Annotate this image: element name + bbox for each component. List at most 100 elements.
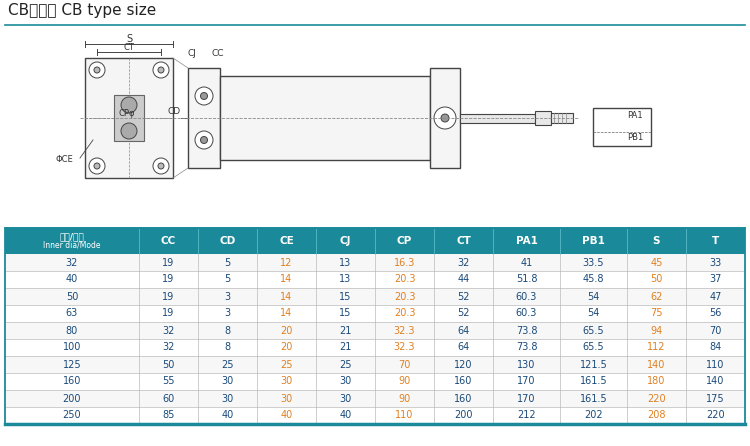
Text: 51.8: 51.8	[516, 274, 537, 285]
Circle shape	[94, 67, 100, 73]
Text: PA1: PA1	[627, 111, 643, 120]
Bar	[5, 228, 745, 424]
Text: 208: 208	[647, 410, 666, 421]
Text: 212: 212	[518, 410, 536, 421]
Text: 64: 64	[458, 326, 470, 335]
Text: S: S	[652, 236, 660, 246]
Text: 21: 21	[339, 343, 352, 352]
Text: 44: 44	[458, 274, 470, 285]
Text: 202: 202	[584, 410, 603, 421]
Bar	[5, 305, 745, 322]
Text: CE: CE	[279, 236, 294, 246]
Text: 170: 170	[518, 393, 536, 404]
Text: 25: 25	[221, 359, 234, 369]
Text: 54: 54	[587, 309, 600, 318]
Text: 75: 75	[650, 309, 663, 318]
Text: 60.3: 60.3	[516, 292, 537, 301]
Text: 140: 140	[647, 359, 665, 369]
Text: 220: 220	[647, 393, 666, 404]
Text: 84: 84	[710, 343, 722, 352]
Text: 5: 5	[224, 257, 230, 268]
Text: 33.5: 33.5	[583, 257, 604, 268]
Text: Inner dia/Mode: Inner dia/Mode	[44, 240, 100, 249]
Circle shape	[200, 136, 208, 144]
Text: 60: 60	[162, 393, 175, 404]
Circle shape	[434, 107, 456, 129]
Bar	[5, 254, 745, 271]
Text: 110: 110	[706, 359, 724, 369]
Text: 65.5: 65.5	[583, 343, 604, 352]
Text: 内径/符号: 内径/符号	[59, 232, 84, 241]
Text: 20: 20	[280, 326, 292, 335]
Bar	[430, 68, 460, 168]
Circle shape	[441, 114, 449, 122]
Text: 180: 180	[647, 376, 665, 387]
Text: 30: 30	[221, 376, 233, 387]
Text: 32: 32	[162, 326, 175, 335]
Text: 32: 32	[162, 343, 175, 352]
Text: 250: 250	[62, 410, 81, 421]
Text: 100: 100	[63, 343, 81, 352]
Text: 30: 30	[280, 376, 292, 387]
Text: 52: 52	[458, 292, 470, 301]
Text: 200: 200	[63, 393, 81, 404]
Text: CJ: CJ	[340, 236, 351, 246]
Text: 33: 33	[710, 257, 722, 268]
Bar	[460, 113, 535, 123]
Text: PB1: PB1	[627, 133, 643, 142]
Text: 70: 70	[398, 359, 411, 369]
Text: 19: 19	[162, 274, 175, 285]
Circle shape	[158, 163, 164, 169]
Text: 200: 200	[454, 410, 472, 421]
Text: 19: 19	[162, 292, 175, 301]
Text: 56: 56	[710, 309, 722, 318]
Text: CPφ: CPφ	[118, 108, 135, 117]
Text: 25: 25	[280, 359, 292, 369]
Text: 161.5: 161.5	[580, 376, 608, 387]
Text: 50: 50	[650, 274, 662, 285]
Text: 52: 52	[458, 309, 470, 318]
Text: 90: 90	[398, 376, 411, 387]
Bar	[5, 390, 745, 407]
Text: 3: 3	[224, 309, 230, 318]
Text: 161.5: 161.5	[580, 393, 608, 404]
Text: 20.3: 20.3	[394, 292, 416, 301]
Text: 70: 70	[710, 326, 722, 335]
Text: 220: 220	[706, 410, 724, 421]
Text: CT: CT	[124, 44, 134, 53]
Text: 94: 94	[650, 326, 662, 335]
Text: 120: 120	[454, 359, 472, 369]
Text: 125: 125	[62, 359, 81, 369]
Bar	[5, 322, 745, 339]
Text: 15: 15	[339, 309, 352, 318]
Text: 14: 14	[280, 309, 292, 318]
Circle shape	[153, 62, 169, 78]
Text: 130: 130	[518, 359, 536, 369]
Text: 15: 15	[339, 292, 352, 301]
Text: 55: 55	[162, 376, 175, 387]
Bar	[114, 95, 144, 141]
Text: 73.8: 73.8	[516, 326, 537, 335]
Bar	[535, 111, 551, 125]
Text: 20.3: 20.3	[394, 274, 416, 285]
Text: 45.8: 45.8	[583, 274, 604, 285]
Text: 19: 19	[162, 257, 175, 268]
Text: 13: 13	[339, 257, 352, 268]
Bar	[5, 339, 745, 356]
Circle shape	[94, 163, 100, 169]
Text: CB型尺寸 CB type size: CB型尺寸 CB type size	[8, 4, 156, 18]
Circle shape	[89, 62, 105, 78]
Circle shape	[158, 67, 164, 73]
Text: 40: 40	[66, 274, 78, 285]
Text: 13: 13	[339, 274, 352, 285]
Text: 121.5: 121.5	[580, 359, 608, 369]
Text: CC: CC	[160, 236, 176, 246]
Text: 47: 47	[710, 292, 722, 301]
Bar	[220, 76, 430, 160]
Text: CT: CT	[456, 236, 471, 246]
Text: PA1: PA1	[515, 236, 538, 246]
Text: CC: CC	[211, 50, 224, 58]
Text: 62: 62	[650, 292, 662, 301]
Text: 20: 20	[280, 343, 292, 352]
Text: CJ: CJ	[188, 50, 196, 58]
